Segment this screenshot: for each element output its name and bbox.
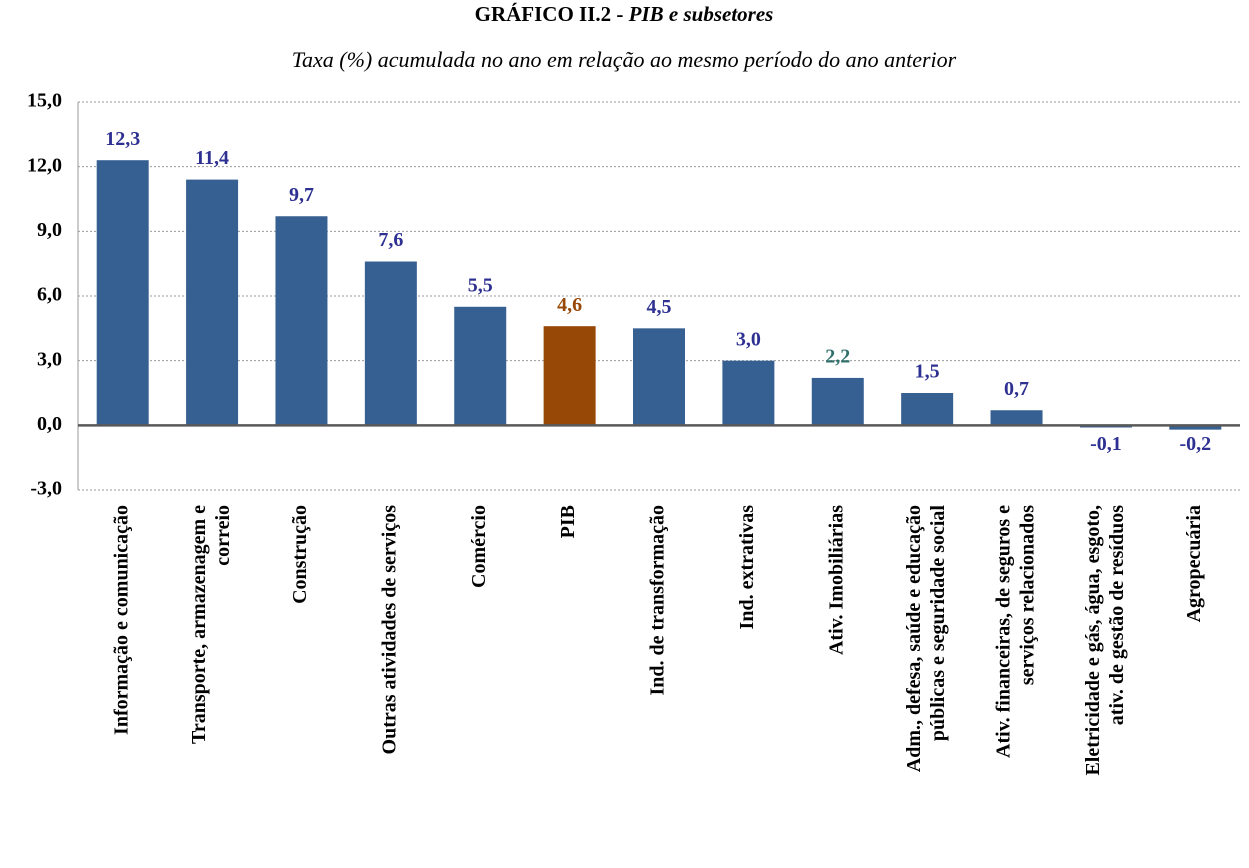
label-line: Adm., defesa, saúde e educação — [903, 505, 925, 772]
bar — [990, 410, 1043, 426]
value-label: 12,3 — [105, 128, 140, 150]
x-tick-label: Outras atividades de serviços — [378, 505, 400, 755]
label-line: ativ. de gestão de resíduos — [1106, 505, 1128, 725]
y-tick-label: 9,0 — [37, 219, 62, 241]
x-tick-label: Ativ. Imobiliárias — [825, 505, 847, 655]
value-label: 4,6 — [557, 294, 582, 316]
bar — [454, 306, 507, 426]
bar — [186, 179, 239, 426]
bar — [722, 360, 775, 426]
y-tick-label: 6,0 — [37, 284, 62, 306]
x-tick-label: Comércio — [468, 505, 490, 588]
label-line: correio — [212, 505, 234, 566]
x-tick-label: Ativ. financeiras, de seguros e serviços … — [992, 505, 1038, 758]
x-tick-label: PIB — [557, 505, 579, 538]
label-line: públicas e seguridade social — [927, 505, 949, 742]
label-line: Eletricidade e gás, água, esgoto, — [1082, 505, 1104, 776]
bar — [901, 393, 954, 426]
label-line: serviços relacionados — [1016, 505, 1038, 685]
y-tick-label: -3,0 — [30, 478, 62, 500]
x-tick-label: Adm., defesa, saúde e educação públicas e… — [903, 505, 949, 773]
value-label: 9,7 — [289, 184, 314, 206]
x-tick-label: Transporte, armazenagem e correio — [188, 505, 234, 744]
x-tick-label: Informação e comunicação — [110, 505, 132, 735]
title-italic: PIB e subsetores — [628, 2, 774, 26]
value-label: 1,5 — [915, 361, 940, 383]
value-label: 0,7 — [1004, 378, 1029, 400]
label-line: Ativ. financeiras, de seguros e — [992, 505, 1014, 758]
bar — [1169, 425, 1222, 430]
x-tick-label: Ind. extrativas — [736, 505, 758, 630]
x-tick-label: Construção — [289, 505, 311, 604]
bar — [811, 377, 864, 426]
value-label: 5,5 — [468, 274, 493, 296]
chart-title: GRÁFICO II.2 - PIB e subsetores — [475, 2, 774, 26]
label-line: Transporte, armazenagem e — [188, 505, 210, 744]
y-tick-label: 15,0 — [27, 90, 62, 112]
y-tick-label: 12,0 — [27, 154, 62, 176]
value-label: 4,5 — [647, 296, 672, 318]
value-label: 7,6 — [378, 229, 403, 251]
value-label: 3,0 — [736, 328, 761, 350]
chart-subtitle: Taxa (%) acumulada no ano em relação ao … — [292, 47, 957, 72]
bar — [543, 326, 596, 426]
x-tick-label: Eletricidade e gás, água, esgoto, ativ. d… — [1082, 505, 1128, 776]
value-label: 2,2 — [825, 346, 850, 368]
title-main: GRÁFICO II.2 - — [475, 2, 624, 26]
y-tick-label: 0,0 — [37, 413, 62, 435]
value-label: -0,1 — [1090, 433, 1122, 455]
y-tick-label: 3,0 — [37, 348, 62, 370]
bar — [96, 160, 149, 426]
bar — [364, 261, 417, 426]
bar — [633, 328, 685, 426]
value-label: 11,4 — [195, 147, 229, 169]
x-tick-label: Agropecuária — [1183, 505, 1205, 622]
x-tick-label: Ind. de transformação — [647, 505, 669, 696]
bar — [275, 216, 328, 426]
value-label: -0,2 — [1179, 433, 1211, 455]
